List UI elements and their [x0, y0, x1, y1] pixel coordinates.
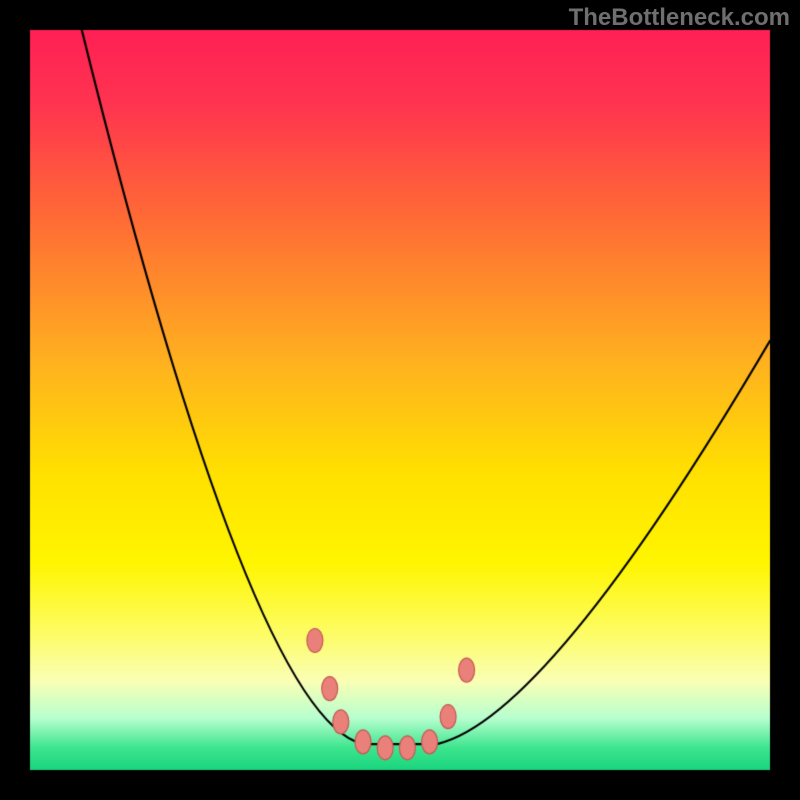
bottleneck-chart-canvas — [0, 0, 800, 800]
chart-container: TheBottleneck.com — [0, 0, 800, 800]
watermark-text: TheBottleneck.com — [569, 4, 790, 32]
